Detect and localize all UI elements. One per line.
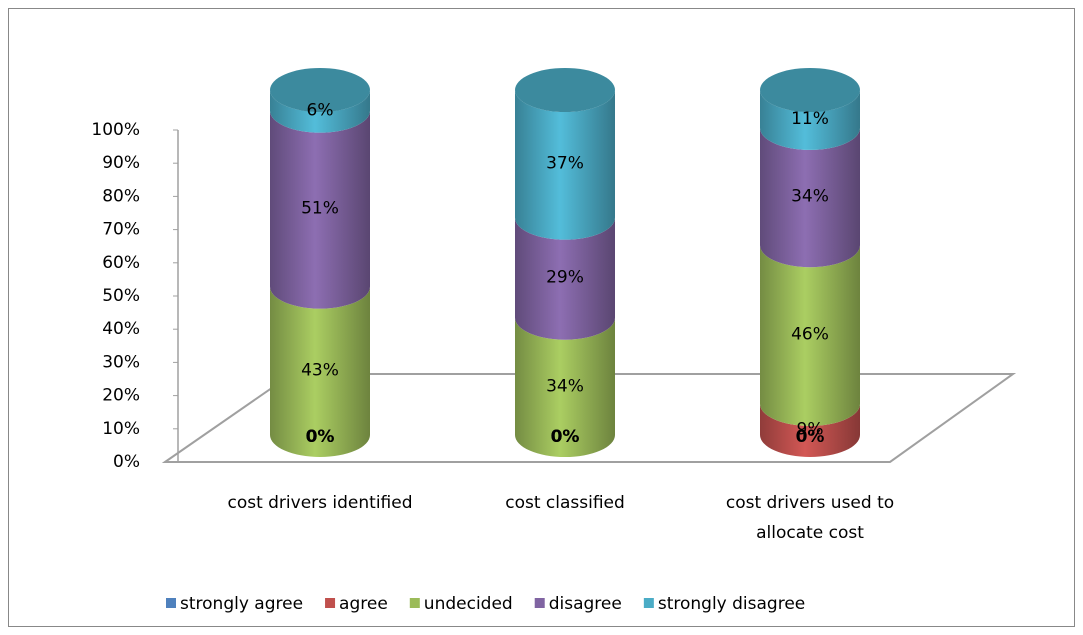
- cylinder-segment: [760, 127, 860, 268]
- cylinder-top: [515, 68, 615, 112]
- data-label: 51%: [301, 199, 339, 219]
- cylinder-segment: [515, 217, 615, 340]
- legend-swatch: [409, 598, 420, 608]
- data-label: 0%: [306, 427, 335, 447]
- data-label: 29%: [546, 268, 584, 288]
- data-label: 0%: [306, 427, 335, 447]
- data-label: 43%: [301, 361, 339, 381]
- y-tick-label: 40%: [102, 319, 140, 339]
- y-tick-label: 50%: [102, 286, 140, 306]
- legend-label: strongly agree: [180, 594, 303, 614]
- y-tick-label: 20%: [102, 386, 140, 406]
- y-tick-label: 70%: [102, 220, 140, 240]
- cylinder-top: [760, 68, 860, 112]
- legend-label: agree: [339, 594, 388, 614]
- cylinder-segment: [515, 317, 615, 457]
- x-tick-label: cost drivers identified: [227, 493, 412, 513]
- legend-label: undecided: [424, 594, 513, 614]
- floor: [161, 373, 1017, 463]
- legend-label: strongly disagree: [658, 594, 805, 614]
- cylinder-segment: [760, 245, 860, 426]
- data-label: 37%: [546, 154, 584, 174]
- cylinder-segment: [270, 90, 370, 133]
- data-label: 6%: [307, 100, 334, 120]
- legend-swatch: [166, 598, 176, 608]
- cylinder-segment: [270, 110, 370, 309]
- cylinder-segment: [515, 90, 615, 240]
- data-label: 0%: [551, 427, 580, 447]
- data-label: 34%: [546, 376, 584, 396]
- y-tick-label: 0%: [113, 452, 140, 472]
- y-tick-label: 30%: [102, 352, 140, 372]
- y-tick-label: 100%: [91, 120, 140, 140]
- data-label: 11%: [791, 109, 829, 129]
- data-label: 0%: [551, 427, 580, 447]
- cylinder-segment: [270, 286, 370, 457]
- x-tick-label: cost drivers used to allocate cost: [726, 493, 894, 543]
- data-label: 46%: [791, 325, 829, 345]
- data-label: 0%: [796, 427, 825, 447]
- x-tick-label: cost classified: [505, 493, 625, 513]
- y-tick-label: 10%: [102, 419, 140, 439]
- legend-swatch: [325, 598, 336, 608]
- cylinder-segment: [760, 90, 860, 150]
- legend-label: disagree: [549, 594, 622, 614]
- y-tick-label: 60%: [102, 253, 140, 273]
- data-label: 9%: [797, 419, 824, 439]
- cylinder-top: [270, 68, 370, 112]
- y-tick-label: 90%: [102, 153, 140, 173]
- y-tick-label: 80%: [102, 186, 140, 206]
- cylinder-segment: [760, 403, 860, 457]
- legend-swatch: [643, 598, 654, 608]
- data-label: 34%: [791, 187, 829, 207]
- legend-swatch: [534, 598, 545, 608]
